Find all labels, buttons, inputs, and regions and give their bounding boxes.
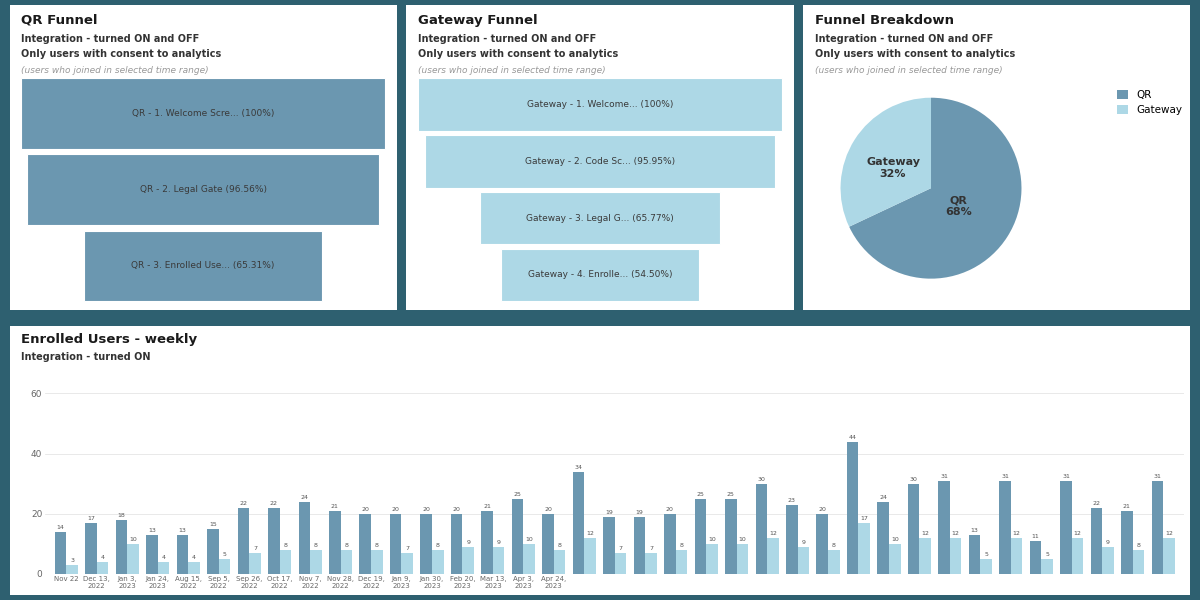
Text: Gateway - 2. Code Sc... (95.95%): Gateway - 2. Code Sc... (95.95%): [524, 157, 676, 166]
Legend: QR, Gateway: QR, Gateway: [1114, 86, 1186, 118]
Text: QR - 3. Enrolled Use... (65.31%): QR - 3. Enrolled Use... (65.31%): [132, 262, 275, 271]
FancyBboxPatch shape: [22, 78, 385, 149]
Text: Gateway Funnel: Gateway Funnel: [418, 14, 538, 27]
FancyBboxPatch shape: [480, 192, 720, 244]
Text: Only users with consent to analytics: Only users with consent to analytics: [418, 49, 618, 59]
Text: Integration - turned ON: Integration - turned ON: [22, 352, 151, 362]
Text: Enrolled Users - weekly: Enrolled Users - weekly: [22, 333, 198, 346]
Text: Gateway - 4. Enrolle... (54.50%): Gateway - 4. Enrolle... (54.50%): [528, 271, 672, 280]
Text: Integration - turned ON and OFF: Integration - turned ON and OFF: [418, 34, 596, 44]
Text: QR - 1. Welcome Scre... (100%): QR - 1. Welcome Scre... (100%): [132, 109, 275, 118]
Text: Integration - turned ON and OFF: Integration - turned ON and OFF: [815, 34, 994, 44]
Text: Only users with consent to analytics: Only users with consent to analytics: [815, 49, 1015, 59]
Text: Only users with consent to analytics: Only users with consent to analytics: [22, 49, 222, 59]
Text: Gateway - 1. Welcome... (100%): Gateway - 1. Welcome... (100%): [527, 100, 673, 109]
Text: QR - 2. Legal Gate (96.56%): QR - 2. Legal Gate (96.56%): [139, 185, 266, 194]
Text: Gateway - 3. Legal G... (65.77%): Gateway - 3. Legal G... (65.77%): [526, 214, 674, 223]
Text: (users who joined in selected time range): (users who joined in selected time range…: [418, 66, 606, 75]
FancyBboxPatch shape: [418, 78, 782, 131]
FancyBboxPatch shape: [84, 230, 322, 301]
Text: Integration - turned ON and OFF: Integration - turned ON and OFF: [22, 34, 199, 44]
Text: Funnel Breakdown: Funnel Breakdown: [815, 14, 954, 27]
Text: (users who joined in selected time range): (users who joined in selected time range…: [22, 66, 209, 75]
FancyBboxPatch shape: [500, 248, 700, 301]
FancyBboxPatch shape: [426, 135, 774, 188]
Text: (users who joined in selected time range): (users who joined in selected time range…: [815, 66, 1002, 75]
Text: QR Funnel: QR Funnel: [22, 14, 97, 27]
FancyBboxPatch shape: [28, 154, 379, 225]
